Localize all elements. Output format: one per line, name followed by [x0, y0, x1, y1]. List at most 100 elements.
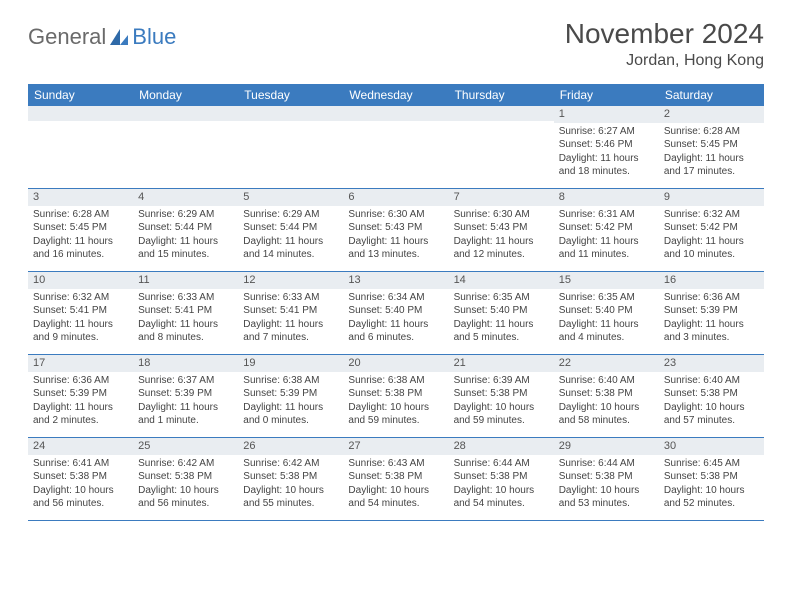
daylight-text: and 54 minutes.: [454, 497, 549, 511]
week-row: 3Sunrise: 6:28 AMSunset: 5:45 PMDaylight…: [28, 189, 764, 272]
daylight-text: Daylight: 11 hours: [348, 235, 443, 249]
day-cell: 19Sunrise: 6:38 AMSunset: 5:39 PMDayligh…: [238, 355, 343, 437]
sunrise-text: Sunrise: 6:27 AM: [559, 125, 654, 139]
daylight-text: Daylight: 11 hours: [33, 235, 128, 249]
daylight-text: and 54 minutes.: [348, 497, 443, 511]
sunrise-text: Sunrise: 6:30 AM: [348, 208, 443, 222]
day-number: [449, 106, 554, 121]
sunrise-text: Sunrise: 6:40 AM: [664, 374, 759, 388]
day-cell: [449, 106, 554, 188]
day-number: 10: [28, 272, 133, 289]
day-cell: 20Sunrise: 6:38 AMSunset: 5:38 PMDayligh…: [343, 355, 448, 437]
sunrise-text: Sunrise: 6:28 AM: [33, 208, 128, 222]
day-cell: 30Sunrise: 6:45 AMSunset: 5:38 PMDayligh…: [659, 438, 764, 520]
day-cell: 3Sunrise: 6:28 AMSunset: 5:45 PMDaylight…: [28, 189, 133, 271]
sunrise-text: Sunrise: 6:42 AM: [243, 457, 338, 471]
day-number: [28, 106, 133, 121]
daylight-text: Daylight: 10 hours: [348, 484, 443, 498]
daylight-text: Daylight: 10 hours: [454, 401, 549, 415]
sunset-text: Sunset: 5:38 PM: [664, 470, 759, 484]
title-block: November 2024 Jordan, Hong Kong: [565, 18, 764, 70]
day-number: 20: [343, 355, 448, 372]
day-number: 18: [133, 355, 238, 372]
sunrise-text: Sunrise: 6:31 AM: [559, 208, 654, 222]
daylight-text: and 4 minutes.: [559, 331, 654, 345]
day-number: [133, 106, 238, 121]
day-number: 4: [133, 189, 238, 206]
dow-tuesday: Tuesday: [238, 84, 343, 106]
sunset-text: Sunset: 5:38 PM: [33, 470, 128, 484]
daylight-text: and 6 minutes.: [348, 331, 443, 345]
dow-friday: Friday: [554, 84, 659, 106]
day-cell: 8Sunrise: 6:31 AMSunset: 5:42 PMDaylight…: [554, 189, 659, 271]
sail-icon: [108, 27, 130, 47]
sunset-text: Sunset: 5:45 PM: [33, 221, 128, 235]
daylight-text: and 14 minutes.: [243, 248, 338, 262]
sunrise-text: Sunrise: 6:44 AM: [454, 457, 549, 471]
sunset-text: Sunset: 5:46 PM: [559, 138, 654, 152]
sunrise-text: Sunrise: 6:33 AM: [138, 291, 233, 305]
dow-wednesday: Wednesday: [343, 84, 448, 106]
sunrise-text: Sunrise: 6:40 AM: [559, 374, 654, 388]
day-cell: 12Sunrise: 6:33 AMSunset: 5:41 PMDayligh…: [238, 272, 343, 354]
day-number: 28: [449, 438, 554, 455]
day-number: 13: [343, 272, 448, 289]
day-cell: 26Sunrise: 6:42 AMSunset: 5:38 PMDayligh…: [238, 438, 343, 520]
day-number: 26: [238, 438, 343, 455]
day-number: 12: [238, 272, 343, 289]
daylight-text: Daylight: 11 hours: [243, 401, 338, 415]
sunset-text: Sunset: 5:38 PM: [454, 387, 549, 401]
sunset-text: Sunset: 5:39 PM: [243, 387, 338, 401]
day-cell: 4Sunrise: 6:29 AMSunset: 5:44 PMDaylight…: [133, 189, 238, 271]
day-cell: 14Sunrise: 6:35 AMSunset: 5:40 PMDayligh…: [449, 272, 554, 354]
month-title: November 2024: [565, 18, 764, 50]
day-number: 1: [554, 106, 659, 123]
sunrise-text: Sunrise: 6:28 AM: [664, 125, 759, 139]
logo-text-general: General: [28, 24, 106, 50]
daylight-text: Daylight: 11 hours: [559, 235, 654, 249]
daylight-text: and 5 minutes.: [454, 331, 549, 345]
day-number: 16: [659, 272, 764, 289]
sunset-text: Sunset: 5:38 PM: [454, 470, 549, 484]
day-cell: 10Sunrise: 6:32 AMSunset: 5:41 PMDayligh…: [28, 272, 133, 354]
sunset-text: Sunset: 5:42 PM: [559, 221, 654, 235]
week-row: 17Sunrise: 6:36 AMSunset: 5:39 PMDayligh…: [28, 355, 764, 438]
day-number: 23: [659, 355, 764, 372]
daylight-text: Daylight: 10 hours: [559, 401, 654, 415]
sunset-text: Sunset: 5:44 PM: [138, 221, 233, 235]
day-cell: [343, 106, 448, 188]
daylight-text: Daylight: 11 hours: [243, 235, 338, 249]
daylight-text: and 8 minutes.: [138, 331, 233, 345]
sunset-text: Sunset: 5:41 PM: [243, 304, 338, 318]
day-number: 19: [238, 355, 343, 372]
daylight-text: Daylight: 11 hours: [664, 235, 759, 249]
day-cell: 25Sunrise: 6:42 AMSunset: 5:38 PMDayligh…: [133, 438, 238, 520]
daylight-text: Daylight: 11 hours: [559, 318, 654, 332]
daylight-text: Daylight: 10 hours: [664, 401, 759, 415]
sunset-text: Sunset: 5:40 PM: [454, 304, 549, 318]
day-cell: 16Sunrise: 6:36 AMSunset: 5:39 PMDayligh…: [659, 272, 764, 354]
daylight-text: and 12 minutes.: [454, 248, 549, 262]
day-number: 27: [343, 438, 448, 455]
daylight-text: and 16 minutes.: [33, 248, 128, 262]
day-cell: 1Sunrise: 6:27 AMSunset: 5:46 PMDaylight…: [554, 106, 659, 188]
daylight-text: and 17 minutes.: [664, 165, 759, 179]
daylight-text: Daylight: 10 hours: [664, 484, 759, 498]
day-number: 15: [554, 272, 659, 289]
daylight-text: and 11 minutes.: [559, 248, 654, 262]
sunrise-text: Sunrise: 6:35 AM: [559, 291, 654, 305]
sunset-text: Sunset: 5:42 PM: [664, 221, 759, 235]
daylight-text: Daylight: 11 hours: [138, 235, 233, 249]
sunrise-text: Sunrise: 6:38 AM: [348, 374, 443, 388]
daylight-text: Daylight: 11 hours: [33, 401, 128, 415]
daylight-text: and 57 minutes.: [664, 414, 759, 428]
daylight-text: Daylight: 11 hours: [664, 152, 759, 166]
sunrise-text: Sunrise: 6:32 AM: [33, 291, 128, 305]
day-cell: 23Sunrise: 6:40 AMSunset: 5:38 PMDayligh…: [659, 355, 764, 437]
daylight-text: and 58 minutes.: [559, 414, 654, 428]
daylight-text: Daylight: 10 hours: [33, 484, 128, 498]
sunset-text: Sunset: 5:38 PM: [348, 387, 443, 401]
day-cell: 22Sunrise: 6:40 AMSunset: 5:38 PMDayligh…: [554, 355, 659, 437]
dow-thursday: Thursday: [449, 84, 554, 106]
day-number: [238, 106, 343, 121]
